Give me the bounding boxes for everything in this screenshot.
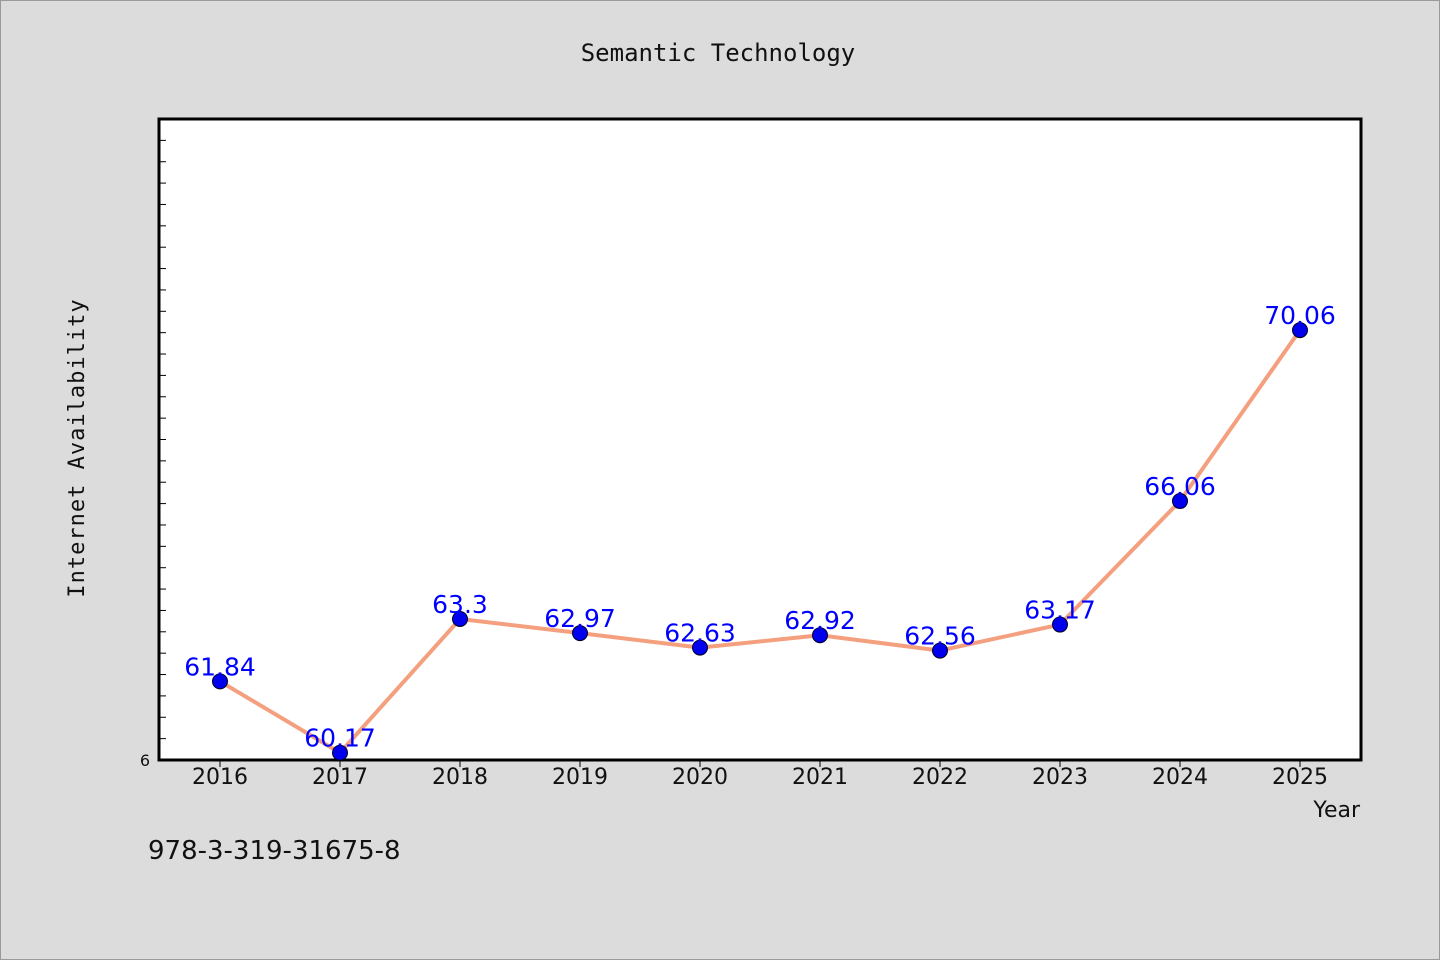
- data-markers: [212, 322, 1308, 761]
- data-point: [932, 642, 948, 659]
- data-label: 62.92: [784, 606, 856, 635]
- data-point: [812, 627, 828, 644]
- isbn-footnote: 978-3-319-31675-8: [148, 836, 401, 866]
- data-point: [332, 744, 348, 761]
- data-point: [572, 625, 588, 642]
- data-point: [212, 673, 228, 690]
- x-axis-ticks: 2016 2017 2018 2019 2020 2021 2022 2023 2024 2025: [192, 760, 1328, 790]
- data-point: [692, 639, 708, 656]
- series-line: [218, 328, 1302, 755]
- x-tick-label: 2022: [912, 765, 968, 790]
- data-point: [452, 610, 468, 627]
- x-tick-label: 2021: [792, 765, 848, 790]
- data-point: [1292, 322, 1308, 339]
- x-tick-label: 2019: [552, 765, 608, 790]
- data-point: [1052, 616, 1068, 633]
- x-tick-label: 2016: [192, 765, 248, 790]
- data-label: 61.84: [184, 652, 256, 681]
- plot-area: [157, 117, 1363, 762]
- data-label: 63.3: [432, 590, 488, 619]
- data-label: 62.97: [544, 604, 616, 633]
- data-label: 60.17: [304, 724, 376, 753]
- x-tick-label: 2017: [312, 765, 368, 790]
- x-tick-label: 2025: [1272, 765, 1328, 790]
- data-label: 62.63: [664, 619, 736, 648]
- chart-title: Semantic Technology: [581, 39, 856, 67]
- x-tick-label: 2018: [432, 765, 488, 790]
- y-axis-ticks: 6: [140, 139, 166, 770]
- x-tick-label: 2020: [672, 765, 728, 790]
- data-label: 63.17: [1024, 596, 1096, 625]
- x-axis-label: Year: [1312, 798, 1361, 823]
- data-labels: 61.84 60.17 63.3 62.97 62.63 62.92 62.56 63.17 6…: [184, 301, 1336, 753]
- x-tick-label: 2024: [1152, 765, 1208, 790]
- data-point: [1172, 493, 1188, 510]
- y-axis-label: Internet Availability: [65, 298, 90, 597]
- data-label: 70.06: [1264, 301, 1336, 330]
- x-tick-label: 2023: [1032, 765, 1088, 790]
- data-label: 66.06: [1144, 472, 1216, 501]
- y-tick-label: 6: [140, 751, 150, 770]
- data-label: 62.56: [904, 622, 976, 651]
